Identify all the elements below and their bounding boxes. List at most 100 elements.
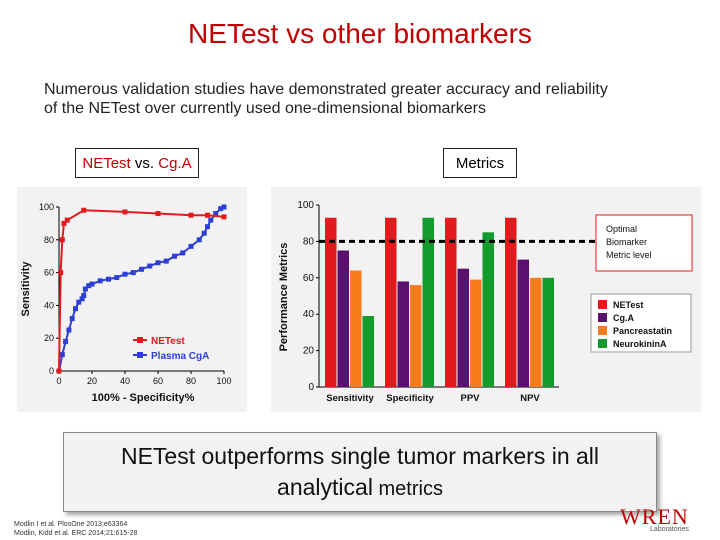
reference-1: Modlin I et al. PlosOne 2013;e63364 — [14, 521, 128, 528]
roc-point-plasma-cga — [106, 276, 111, 282]
roc-x-axis-label: 100% - Specificity% — [92, 392, 195, 404]
roc-point-plasma-cga — [86, 283, 92, 289]
roc-x-tick-label: 100 — [216, 376, 231, 386]
bar-cg-a-npv — [517, 259, 529, 387]
roc-y-tick-label: 20 — [44, 333, 54, 343]
roc-point-plasma-cga — [201, 230, 207, 236]
threshold-label-line-3: Metric level — [606, 250, 652, 260]
bar-pancreastatin-specificity — [410, 285, 422, 387]
bar-legend: NETest Cg.A Pancreastatin NeurokininA — [590, 293, 692, 353]
roc-point-plasma-cga — [139, 266, 144, 272]
bar-category-label: Specificity — [386, 393, 434, 404]
roc-y-tick-label: 0 — [49, 366, 54, 376]
callout-line-2: analytical metrics — [64, 474, 656, 501]
legend-netest-swatch — [598, 300, 607, 309]
roc-point-plasma-cga — [221, 204, 227, 210]
roc-point-netest — [59, 237, 65, 243]
bar-cg-a-ppv — [457, 268, 469, 387]
subtitle-line-1: Numerous validation studies have demonst… — [44, 81, 608, 98]
threshold-label-line-2: Biomarker — [606, 237, 647, 247]
roc-point-plasma-cga — [172, 253, 177, 259]
roc-chart-panel: 0 20 40 60 80 100 0 20 40 60 80 100 Sensitivity 10… — [17, 187, 247, 412]
roc-point-netest — [58, 270, 64, 276]
legend-plasma-cga-marker — [137, 352, 143, 358]
roc-chart: 0 20 40 60 80 100 0 20 40 60 80 100 Sensitivity 10… — [20, 202, 232, 404]
roc-point-netest — [61, 220, 67, 226]
bar-cg-a-sensitivity — [337, 250, 349, 387]
netest-vs-cga-tag: NETest vs. Cg.A — [75, 148, 199, 178]
bar-y-tick-label: 100 — [297, 200, 314, 211]
logo-subtitle: Laboratories — [650, 526, 689, 533]
bar-neurokinina-sensitivity — [362, 316, 374, 387]
slide-title: NETest vs other biomarkers — [188, 18, 532, 49]
legend-pancreastatin-swatch — [598, 326, 607, 335]
legend-cga-swatch — [598, 313, 607, 322]
bar-netest-sensitivity — [325, 217, 337, 387]
threshold-annotation-box — [595, 214, 693, 272]
roc-point-plasma-cga — [89, 281, 95, 287]
roc-point-plasma-cga — [196, 237, 202, 243]
roc-point-plasma-cga — [79, 296, 85, 302]
roc-point-netest — [155, 211, 161, 217]
roc-y-tick-label: 80 — [44, 235, 54, 245]
bar-netest-npv — [505, 217, 517, 387]
bar-y-tick-label: 0 — [308, 382, 314, 393]
roc-legend: NETest Plasma CgA — [133, 336, 209, 362]
roc-point-plasma-cga — [147, 263, 153, 269]
bar-category-label: NPV — [520, 393, 540, 404]
roc-point-plasma-cga — [81, 293, 87, 299]
legend-pancreastatin-text: Pancreastatin — [613, 326, 672, 336]
bar-netest-specificity — [385, 217, 397, 387]
roc-point-plasma-cga — [155, 260, 161, 266]
legend-plasma-cga-label: Plasma CgA — [151, 351, 209, 362]
legend-netest-marker — [137, 337, 143, 343]
bar-legend-box — [590, 293, 692, 353]
bar-y-tick-label: 40 — [303, 309, 315, 320]
metrics-bar-chart: 0 20 40 60 80 100 Sensitivity Specificity PPV NP… — [278, 200, 693, 404]
roc-point-plasma-cga — [63, 338, 69, 344]
roc-point-netest — [81, 207, 87, 213]
tag-netest-text: NETest — [82, 155, 131, 172]
threshold-annotation: Optimal Biomarker Metric level — [595, 214, 693, 272]
bar-neurokinina-specificity — [422, 217, 434, 387]
roc-point-plasma-cga — [188, 243, 194, 249]
callout-analytical-text: analytical — [277, 474, 373, 500]
roc-point-plasma-cga — [82, 286, 88, 292]
roc-point-plasma-cga — [114, 275, 120, 281]
bar-cg-a-specificity — [397, 281, 409, 387]
roc-point-plasma-cga — [97, 278, 103, 284]
roc-point-plasma-cga — [69, 316, 75, 322]
references: Modlin I et al. PlosOne 2013;e63364 Modl… — [14, 520, 137, 538]
threshold-label-line-1: Optimal — [606, 224, 637, 234]
bar-category-label: PPV — [460, 393, 480, 404]
roc-point-plasma-cga — [130, 270, 136, 276]
conclusion-callout: NETest outperforms single tumor markers … — [63, 432, 657, 512]
callout-metrics-text: metrics — [372, 478, 443, 500]
reference-2: Modlin, Kidd et al. ERC 2014;21:615-28 — [14, 530, 138, 537]
bar-y-tick-label: 60 — [303, 273, 315, 284]
roc-y-axis-label: Sensitivity — [20, 261, 32, 317]
roc-y-tick-label: 60 — [44, 268, 54, 278]
legend-netest-label: NETest — [151, 336, 185, 347]
bar-pancreastatin-sensitivity — [350, 270, 362, 387]
wren-logo: WREN Laboratories — [620, 504, 700, 534]
roc-point-netest — [221, 214, 227, 220]
legend-neurokinin-text: NeurokininA — [613, 339, 667, 349]
roc-point-plasma-cga — [213, 211, 219, 217]
tag-vs-text: vs. — [130, 155, 159, 172]
roc-y-tick-label: 40 — [44, 300, 54, 310]
roc-point-netest — [122, 209, 128, 215]
bar-pancreastatin-ppv — [470, 279, 482, 387]
bar-neurokinina-ppv — [482, 232, 494, 387]
roc-point-netest — [188, 212, 194, 218]
bar-y-axis-label: Performance Metrics — [278, 243, 290, 352]
bar-pancreastatin-npv — [530, 277, 542, 387]
callout-line-1: NETest outperforms single tumor markers … — [120, 443, 600, 469]
bar-netest-ppv — [445, 217, 457, 387]
roc-point-plasma-cga — [218, 206, 224, 212]
roc-x-tick-label: 20 — [87, 376, 97, 386]
tag-cga-text: Cg.A — [158, 155, 192, 172]
metrics-chart-panel: 0 20 40 60 80 100 Sensitivity Specificity PPV NP… — [271, 187, 701, 412]
subtitle-line-2: of the NETest over currently used one-di… — [44, 100, 486, 117]
bar-y-tick-label: 20 — [303, 346, 315, 357]
